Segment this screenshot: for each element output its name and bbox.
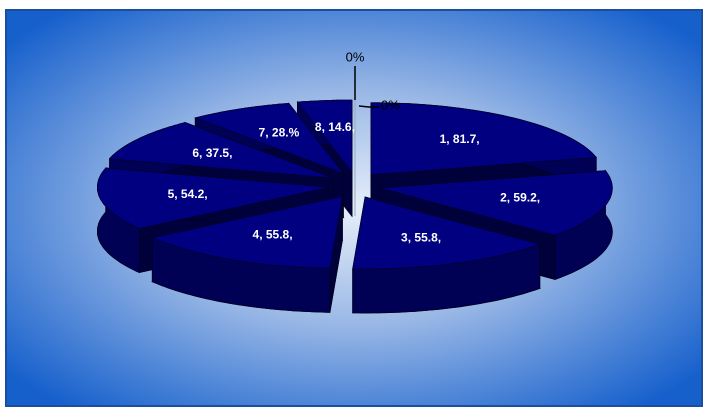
slice-top: [352, 196, 542, 270]
data-label: 4, 55.8,: [253, 228, 293, 242]
slice-top: [108, 122, 334, 179]
leader-line: [358, 105, 379, 108]
slice: [150, 195, 343, 313]
data-label: 7, 28.%: [259, 126, 300, 140]
slice-top: [97, 167, 330, 229]
data-label: 8, 14.6,: [315, 120, 355, 134]
data-label: 1, 81.7,: [440, 132, 480, 146]
slice-top: [150, 195, 343, 269]
slice-top: [193, 102, 345, 175]
data-label: 5, 54.2,: [168, 187, 208, 201]
data-label: 0%: [381, 97, 400, 112]
slice-top: [380, 170, 613, 236]
data-label: 2, 59.2,: [500, 191, 540, 205]
data-label: 3, 55.8,: [401, 230, 441, 244]
slice-top: [296, 99, 353, 174]
data-label: 0%: [346, 49, 365, 64]
slice: [352, 196, 542, 314]
data-label: 6, 37.5,: [192, 146, 232, 160]
slice-top: [370, 102, 598, 176]
